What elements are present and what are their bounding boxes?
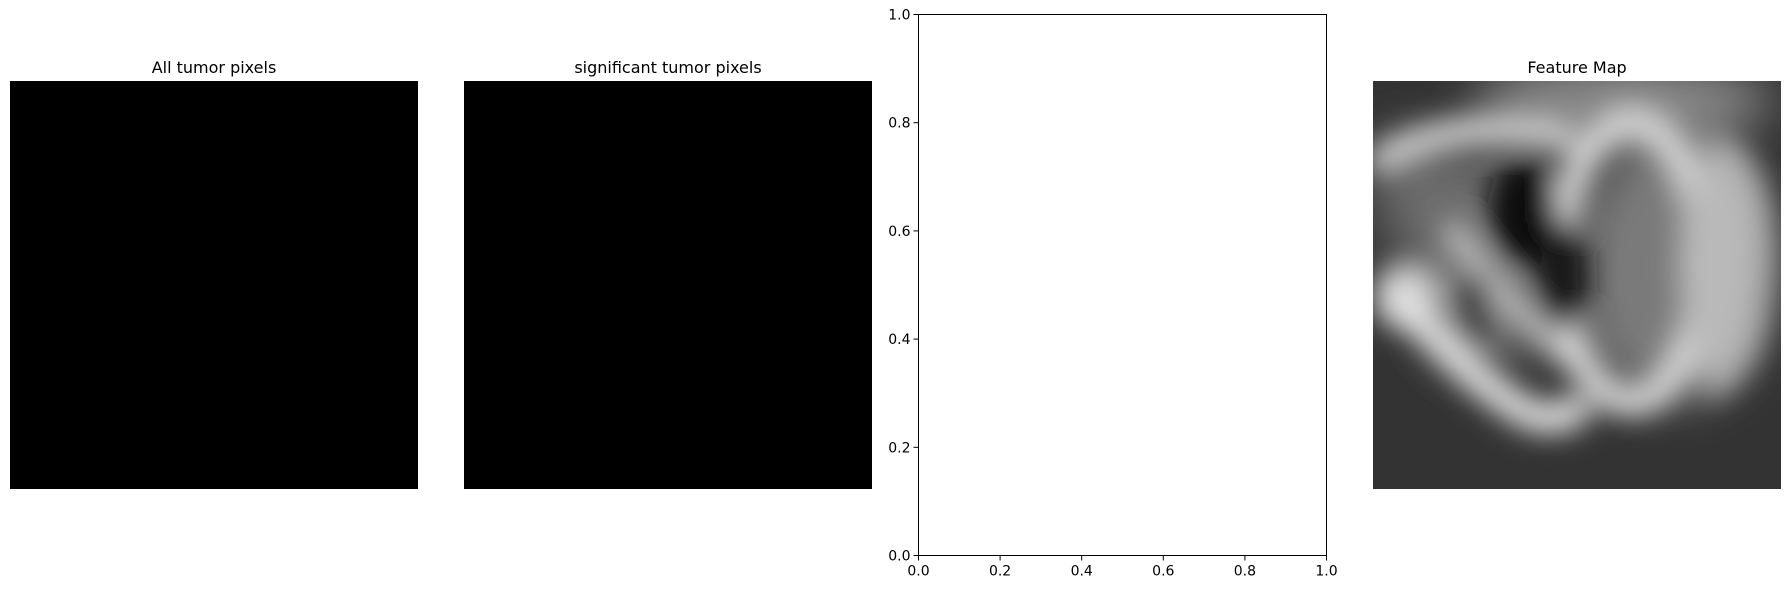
panel2-title: significant tumor pixels	[574, 58, 762, 77]
significant-tumor-pixels-image	[464, 81, 872, 489]
axes-frame	[918, 14, 1327, 556]
x-tick-label: 0.2	[989, 564, 1011, 580]
x-tick-label: 0.4	[1071, 564, 1093, 580]
panel1-title: All tumor pixels	[151, 58, 277, 77]
panel4-title: Feature Map	[1527, 58, 1627, 77]
x-tick-label: 0.6	[1152, 564, 1174, 580]
feature-map-image	[1373, 81, 1781, 489]
y-tick-label: 0.0	[888, 549, 910, 565]
x-tick-label: 0.0	[907, 564, 929, 580]
x-tick-label: 0.8	[1234, 564, 1256, 580]
feature-map-svg	[1373, 81, 1781, 489]
y-tick-label: 0.6	[888, 224, 910, 240]
y-tick-label: 0.8	[888, 116, 910, 132]
y-tick-label: 1.0	[888, 8, 910, 24]
y-tick-label: 0.4	[888, 332, 910, 348]
x-axis: 0.0 0.2 0.4 0.6 0.8 1.0	[907, 555, 1338, 580]
y-tick-label: 0.2	[888, 440, 910, 456]
all-tumor-pixels-image	[10, 81, 418, 489]
x-tick-label: 1.0	[1315, 564, 1337, 580]
y-axis: 0.0 0.2 0.4 0.6 0.8 1.0	[888, 8, 919, 565]
